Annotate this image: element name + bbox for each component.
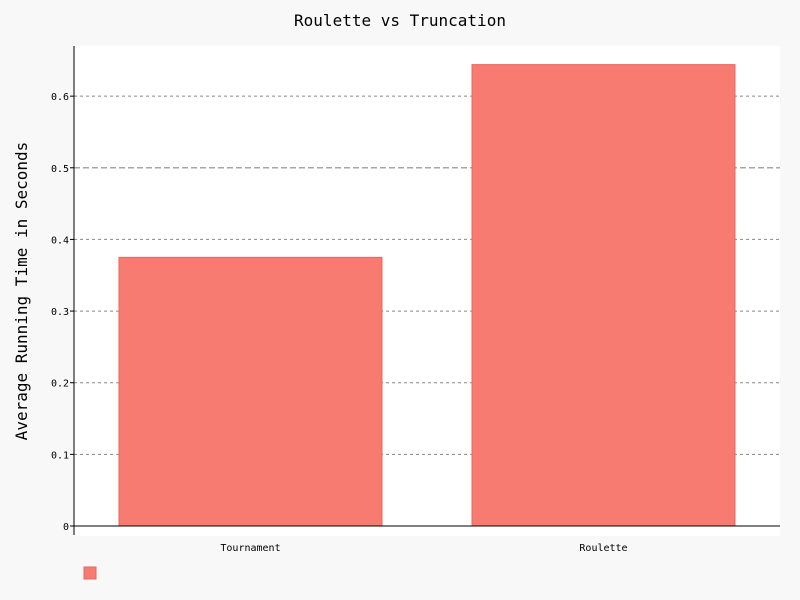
y-tick-labels: 0 0.1 0.2 0.3 0.4 0.5 0.6: [51, 92, 74, 533]
y-tick-label: 0.2: [51, 379, 69, 390]
y-tick-label: 0.6: [51, 92, 69, 103]
y-tick-label: 0.4: [51, 235, 69, 246]
y-tick-label: 0.5: [51, 164, 69, 175]
chart-title: Roulette vs Truncation: [294, 11, 506, 30]
x-tick-labels: Tournament Roulette: [220, 543, 627, 554]
y-axis-label: Average Running Time in Seconds: [12, 142, 31, 441]
x-tick-label: Tournament: [220, 543, 280, 554]
y-tick-label: 0.1: [51, 450, 69, 461]
bars: [118, 64, 736, 527]
y-tick-label: 0.3: [51, 307, 69, 318]
legend-swatch: [83, 566, 97, 580]
x-tick-label: Roulette: [579, 543, 627, 554]
y-tick-label: 0: [63, 522, 69, 533]
bar-tournament: [118, 256, 383, 527]
bar-roulette: [471, 64, 736, 527]
